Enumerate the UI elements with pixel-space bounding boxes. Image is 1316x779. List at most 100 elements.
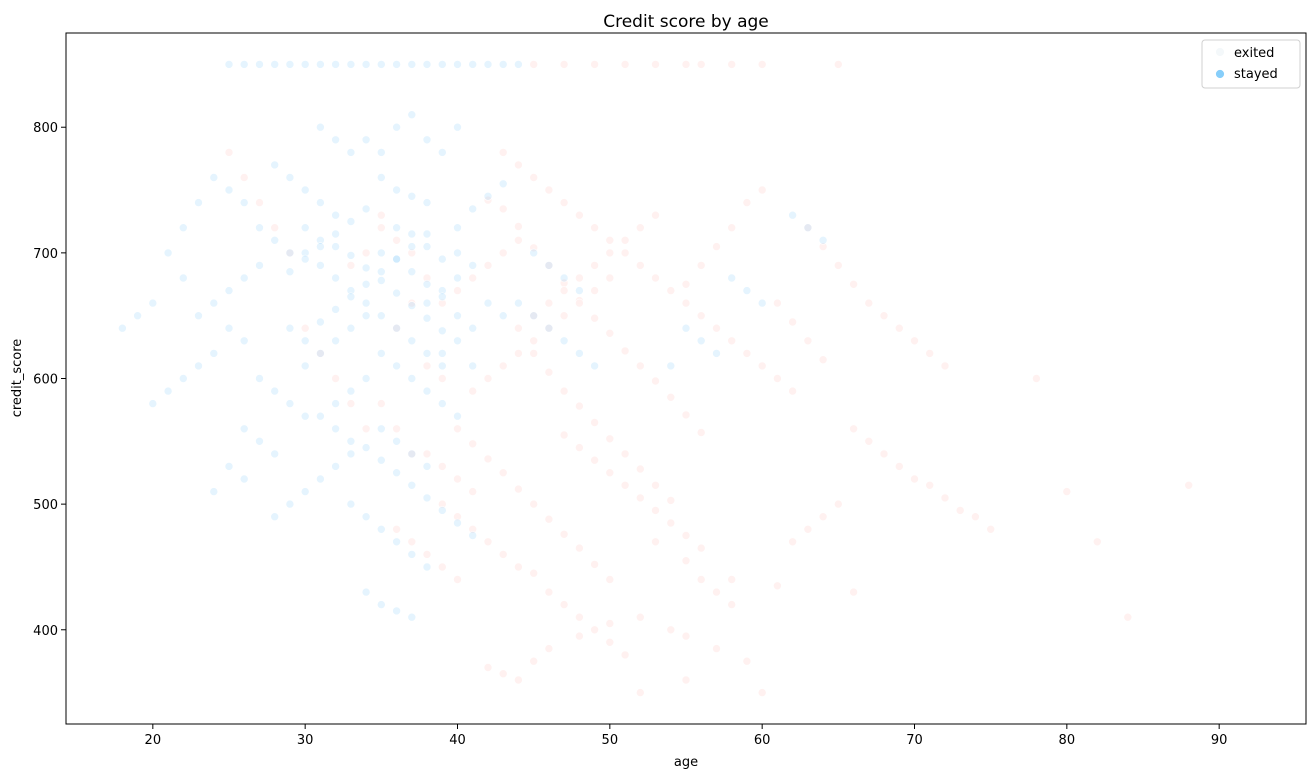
point-exited (940, 361, 950, 371)
point-stayed (285, 399, 295, 408)
point-stayed (407, 449, 417, 459)
point-exited (498, 468, 508, 478)
point-exited (437, 462, 447, 471)
legend-frame (1201, 39, 1301, 89)
point-exited (498, 148, 508, 157)
point-exited (651, 537, 660, 547)
point-stayed (285, 173, 295, 182)
point-stayed (270, 160, 280, 170)
point-exited (529, 243, 539, 253)
point-exited (514, 484, 523, 494)
point-stayed (392, 60, 401, 69)
point-stayed (437, 60, 447, 69)
point-exited (635, 493, 645, 503)
point-exited (392, 524, 401, 534)
point-exited (833, 499, 843, 509)
point-stayed (544, 323, 554, 333)
point-stayed (346, 436, 356, 446)
point-stayed (194, 311, 203, 321)
legend-marker-stayed (1215, 69, 1225, 79)
point-stayed (407, 110, 417, 119)
point-stayed (179, 374, 188, 383)
point-exited (255, 198, 264, 207)
point-exited (422, 273, 432, 283)
point-exited (376, 223, 386, 232)
point-stayed (376, 60, 386, 69)
point-exited (620, 248, 630, 258)
point-exited (559, 430, 569, 440)
point-exited (666, 496, 676, 505)
point-exited (894, 462, 904, 471)
point-stayed (376, 276, 386, 285)
point-exited (575, 401, 584, 411)
point-stayed (255, 374, 264, 383)
point-exited (666, 518, 676, 528)
point-stayed (437, 349, 447, 358)
point-stayed (437, 292, 447, 302)
point-stayed (437, 361, 447, 371)
point-stayed (316, 317, 325, 327)
point-exited (575, 273, 584, 283)
point-exited (331, 374, 340, 383)
point-stayed (224, 185, 234, 195)
point-stayed (361, 311, 371, 321)
point-stayed (148, 399, 158, 408)
point-stayed (666, 361, 676, 371)
points-layer (118, 60, 1193, 697)
point-stayed (392, 185, 401, 195)
point-exited (453, 424, 462, 434)
point-stayed (285, 499, 295, 509)
point-exited (635, 361, 645, 371)
point-exited (590, 223, 599, 232)
point-stayed (361, 512, 371, 522)
point-stayed (590, 361, 599, 371)
point-exited (224, 148, 234, 157)
y-tick-label: 500 (33, 498, 58, 513)
point-stayed (514, 60, 523, 69)
point-exited (498, 248, 508, 258)
point-exited (590, 625, 599, 635)
point-exited (635, 688, 645, 697)
point-stayed (376, 267, 386, 277)
point-stayed (346, 386, 356, 396)
point-stayed (300, 487, 310, 496)
point-stayed (468, 531, 478, 540)
point-exited (696, 543, 706, 553)
point-exited (681, 279, 691, 289)
point-stayed (376, 455, 386, 465)
point-exited (1184, 480, 1193, 490)
point-stayed (407, 550, 417, 559)
point-stayed (346, 292, 356, 302)
point-exited (559, 386, 569, 396)
point-stayed (300, 361, 310, 371)
x-axis-label: age (674, 755, 698, 770)
point-stayed (270, 60, 280, 69)
point-stayed (483, 298, 493, 308)
point-stayed (118, 323, 127, 333)
point-exited (590, 261, 599, 270)
point-stayed (437, 506, 447, 515)
point-stayed (453, 336, 462, 346)
point-exited (681, 531, 691, 540)
point-stayed (346, 251, 356, 260)
point-stayed (376, 311, 386, 321)
point-exited (864, 298, 874, 308)
y-tick-label: 400 (33, 624, 58, 639)
point-exited (483, 537, 493, 547)
point-exited (773, 374, 782, 383)
point-stayed (468, 60, 478, 69)
point-exited (1062, 487, 1072, 496)
point-stayed (727, 273, 737, 283)
point-stayed (239, 273, 249, 283)
point-exited (529, 60, 539, 69)
x-tick-label: 30 (297, 733, 314, 748)
point-exited (514, 675, 523, 685)
point-stayed (285, 248, 295, 258)
point-exited (818, 242, 828, 251)
point-stayed (346, 449, 356, 459)
point-exited (529, 173, 539, 182)
point-stayed (376, 173, 386, 182)
point-stayed (361, 279, 371, 289)
point-exited (818, 355, 828, 365)
